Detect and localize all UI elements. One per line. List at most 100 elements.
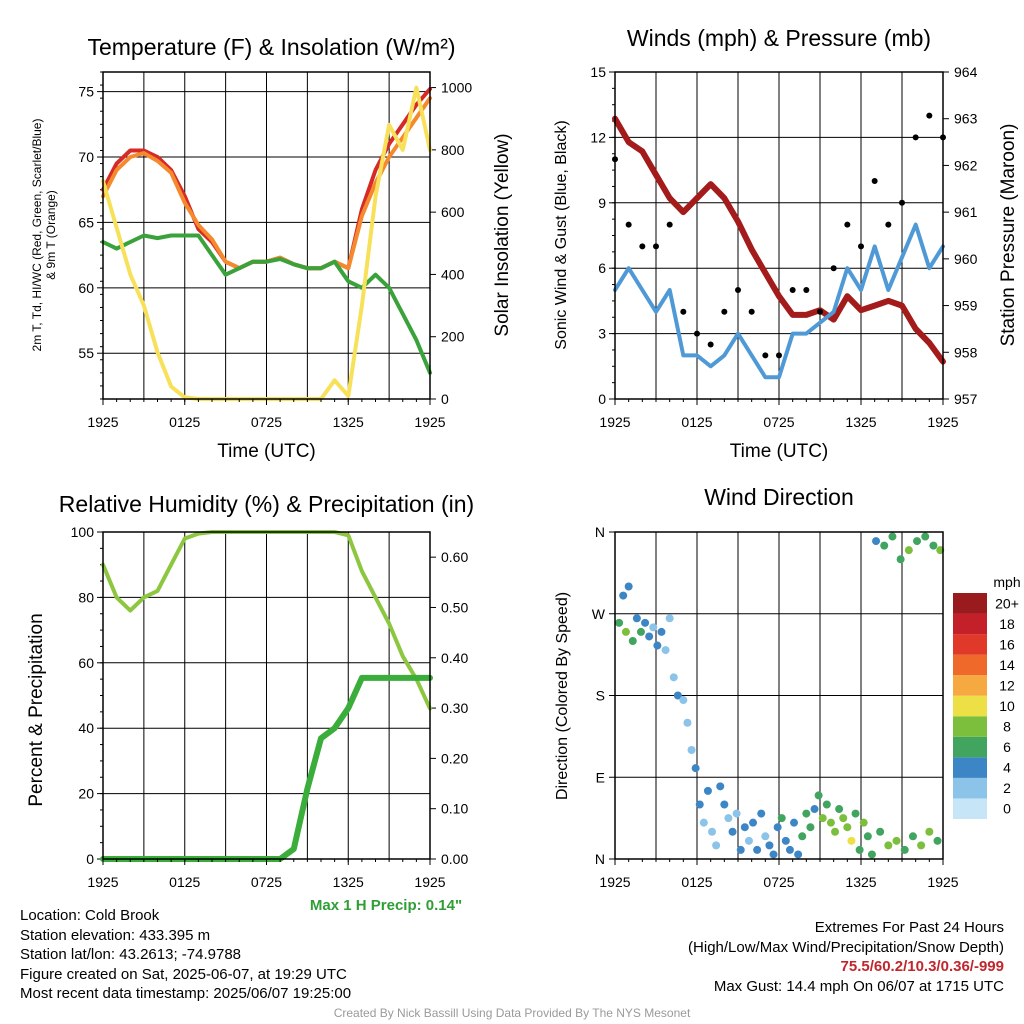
direction-point	[913, 537, 922, 546]
direction-point	[781, 836, 790, 845]
gust-point	[721, 308, 728, 315]
y-tick-label: 0	[86, 851, 94, 867]
direction-point	[814, 791, 823, 800]
colorbar-level: 2	[1003, 780, 1011, 796]
x-tick-label: 0725	[763, 414, 794, 430]
x-tick-label: 1325	[845, 874, 876, 890]
colorbar-level: 0	[1003, 801, 1011, 817]
direction-point	[777, 814, 786, 823]
direction-point	[880, 541, 889, 550]
direction-point	[691, 764, 700, 773]
gust-point	[789, 287, 796, 293]
x-tick-label: 1925	[599, 414, 630, 430]
colorbar-level: 18	[999, 616, 1015, 632]
y-right-tick-label: 961	[954, 204, 978, 220]
colorbar-level: 20+	[995, 595, 1019, 611]
x-tick-label: 1925	[599, 874, 630, 890]
direction-point	[632, 614, 641, 623]
station-info: Location: Cold Brook Station elevation: …	[20, 906, 351, 1004]
direction-point	[843, 823, 852, 832]
y-right-tick-label: 0.10	[441, 801, 468, 817]
gust-point	[735, 287, 741, 293]
direction-point	[628, 637, 637, 645]
x-tick-label: 0125	[169, 414, 200, 430]
colorbar-swatch	[953, 593, 987, 614]
colorbar-swatch	[953, 757, 987, 778]
gust-point	[858, 243, 864, 250]
panel-3: Relative Humidity (%) & Precipitation (i…	[26, 491, 474, 914]
direction-point	[653, 641, 662, 650]
direction-point	[703, 786, 712, 795]
x-axis-label: Time (UTC)	[730, 441, 829, 462]
y-tick-label: 9	[598, 195, 606, 211]
y-tick-label: N	[595, 524, 605, 540]
direction-point	[757, 809, 766, 818]
direction-point	[888, 532, 897, 541]
direction-point	[917, 841, 926, 850]
direction-point	[683, 718, 692, 727]
gust-point	[666, 221, 673, 228]
y-tick-label: 70	[78, 149, 94, 165]
direction-point	[708, 827, 717, 836]
recent-text: Most recent data timestamp: 2025/06/07 1…	[20, 985, 352, 1002]
direction-point	[636, 627, 645, 636]
elevation-text: Station elevation: 433.395 m	[20, 926, 211, 944]
y-tick-label: 20	[78, 786, 94, 802]
direction-point	[641, 618, 650, 627]
direction-point	[826, 818, 835, 827]
x-tick-label: 1925	[414, 414, 445, 430]
colorbar-level: 4	[1003, 760, 1011, 776]
y-axis-label: 2m T, Td, HI/WC (Red, Green, Scarlet/Blu…	[30, 119, 44, 352]
gust-point	[844, 221, 851, 228]
x-tick-label: 0725	[251, 414, 282, 430]
direction-point	[619, 591, 628, 600]
direction-point	[673, 691, 682, 700]
direction-point	[921, 532, 930, 541]
gust-point	[776, 352, 782, 359]
gust-point	[762, 352, 769, 359]
direction-point	[785, 845, 794, 854]
colorbar-swatch	[953, 798, 987, 819]
direction-point	[896, 555, 905, 564]
chart-title: Temperature (F) & Insolation (W/m²)	[87, 34, 455, 60]
y-tick-label: 6	[598, 260, 606, 276]
y-right-tick-label: 959	[954, 298, 978, 314]
x-tick-label: 1325	[845, 414, 876, 430]
direction-point	[645, 632, 654, 641]
direction-point	[769, 850, 778, 859]
direction-point	[740, 823, 749, 832]
direction-point	[699, 818, 708, 827]
credit-text: Created By Nick Bassill Using Data Provi…	[333, 1006, 691, 1020]
extremes-title: Extremes For Past 24 Hours	[814, 919, 1004, 936]
y-tick-label: N	[595, 851, 605, 867]
y-tick-label: 15	[590, 64, 606, 80]
colorbar-level: 16	[999, 636, 1015, 652]
direction-point	[615, 618, 624, 627]
direction-point	[669, 673, 678, 682]
gust-point	[899, 199, 905, 206]
x-axis-label: Time (UTC)	[217, 441, 316, 462]
y-right-tick-label: 964	[954, 64, 978, 80]
direction-point	[790, 818, 799, 827]
series-line-dew_green	[101, 233, 432, 375]
colorbar-swatch	[953, 634, 987, 655]
y-tick-label: 100	[71, 524, 95, 540]
x-tick-label: 0725	[763, 874, 794, 890]
direction-point	[798, 832, 807, 841]
gust-point	[707, 341, 714, 348]
x-tick-label: 1925	[927, 874, 958, 890]
y-tick-label: 80	[78, 589, 94, 605]
y-right-tick-label: 800	[441, 142, 465, 158]
direction-point	[806, 823, 815, 832]
y-axis-label: Percent & Precipitation	[26, 613, 47, 806]
y-right-tick-label: 0.00	[441, 851, 468, 867]
direction-point	[753, 845, 762, 854]
direction-point	[724, 814, 733, 823]
gust-point	[885, 221, 892, 228]
y-right-axis-label: Solar Insolation (Yellow)	[492, 133, 513, 336]
gust-point	[830, 265, 837, 272]
y-right-tick-label: 1000	[441, 80, 472, 96]
colorbar-swatch	[953, 716, 987, 737]
x-tick-label: 1325	[333, 414, 364, 430]
y-tick-label: 0	[598, 391, 606, 407]
